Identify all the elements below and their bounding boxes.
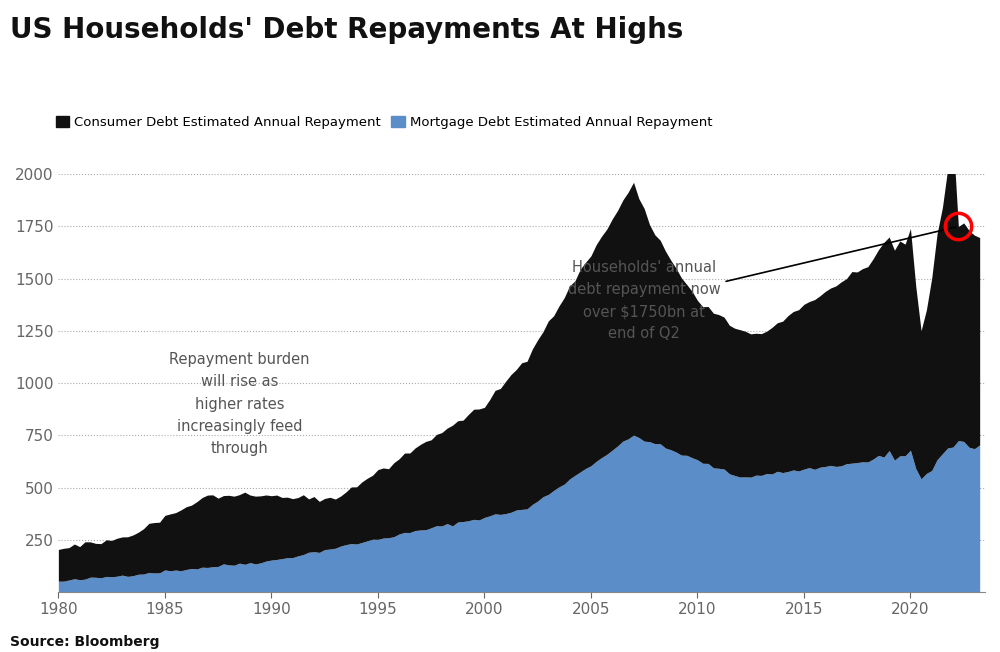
Text: Repayment burden
will rise as
higher rates
increasingly feed
through: Repayment burden will rise as higher rat… [169,352,310,456]
Text: US Households' Debt Repayments At Highs: US Households' Debt Repayments At Highs [10,16,683,44]
Text: Source: Bloomberg: Source: Bloomberg [10,635,160,649]
Text: Households' annual
debt repayment now
over $1750bn at
end of Q2: Households' annual debt repayment now ov… [568,227,956,342]
Legend: Consumer Debt Estimated Annual Repayment, Mortgage Debt Estimated Annual Repayme: Consumer Debt Estimated Annual Repayment… [56,116,712,129]
